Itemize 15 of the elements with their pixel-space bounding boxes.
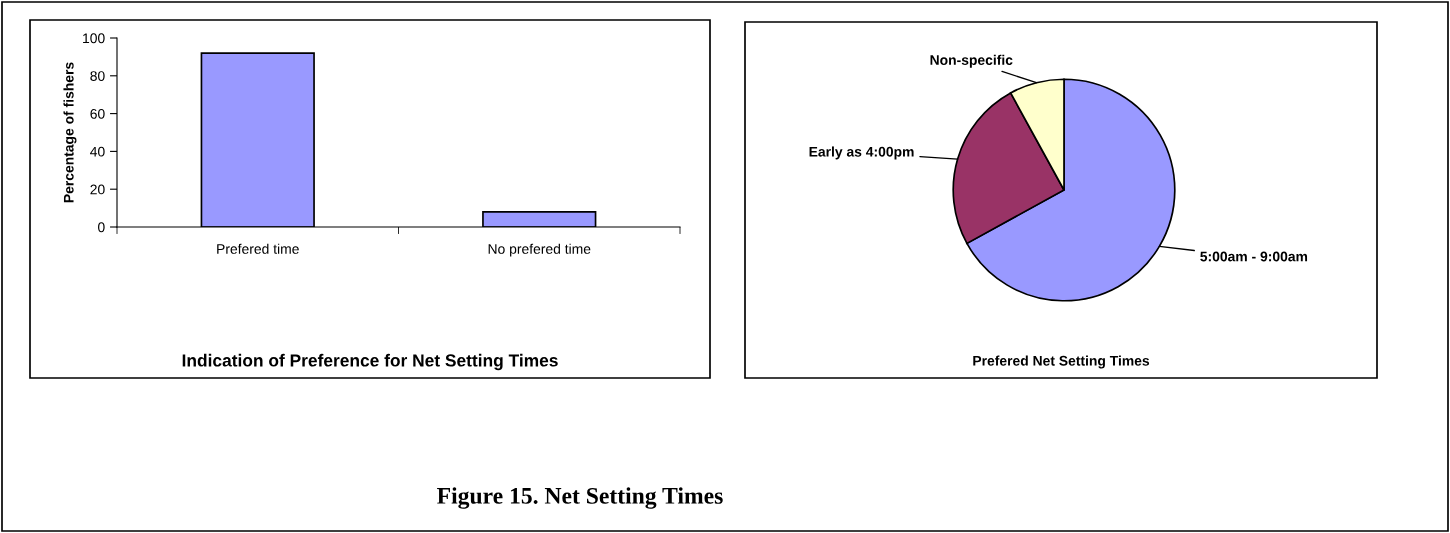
- x-tick-label: No prefered time: [488, 243, 591, 257]
- y-tick-label: 20: [90, 184, 105, 195]
- y-axis-title: Percentage of fishers: [63, 62, 77, 203]
- y-tick-label: 40: [90, 146, 105, 157]
- y-tick-label: 100: [83, 33, 105, 44]
- slice-label: Non-specific: [930, 54, 1013, 68]
- text: Prefered Net Setting Times: [973, 355, 1150, 369]
- y-tick-label: 0: [98, 222, 105, 233]
- slice-label: Early as 4:00pm: [809, 146, 914, 160]
- x-tick-label: Prefered time: [217, 243, 299, 254]
- y-tick-label: 80: [90, 71, 105, 81]
- caption: Figure 15. Net Setting Times: [437, 487, 723, 509]
- y-tick-label: 60: [90, 108, 105, 119]
- slice-label: 5:00am - 9:00am: [1200, 251, 1308, 262]
- text: Indication of Preference for Net Setting Times: [182, 353, 558, 371]
